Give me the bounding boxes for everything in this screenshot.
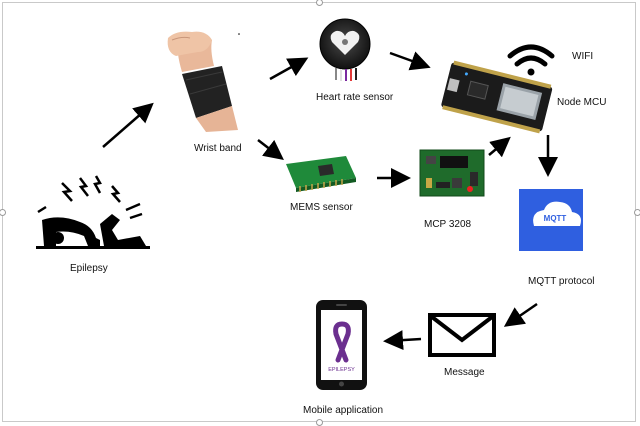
seizure-person-icon: [36, 175, 150, 249]
resize-handle-right[interactable]: [634, 209, 640, 216]
mems-board-photo: [286, 156, 356, 192]
envelope-icon: [428, 313, 496, 357]
smartphone-icon: EPILEPSY: [316, 300, 367, 390]
arrow-heart-sensor-to-nodemcu: [389, 51, 431, 71]
label-mems-sensor: MEMS sensor: [290, 202, 353, 213]
label-mcp3208: MCP 3208: [424, 219, 472, 230]
label-heart-rate-sensor: Heart rate sensor: [316, 92, 394, 103]
arrow-mcp3208-to-nodemcu: [488, 136, 511, 158]
resize-handle-left[interactable]: [0, 209, 6, 216]
awareness-ribbon-icon: [333, 321, 351, 363]
label-message: Message: [444, 367, 485, 378]
label-wrist-band: Wrist band: [194, 143, 242, 154]
nodemcu-board-photo: [441, 60, 553, 134]
label-mobile-application: Mobile application: [303, 405, 384, 416]
mqtt-badge-text: MQTT: [544, 214, 567, 223]
phone-screen-text: EPILEPSY: [328, 367, 355, 373]
mqtt-cloud-icon: MQTT: [519, 189, 583, 251]
label-mqtt-protocol: MQTT protocol: [528, 276, 595, 287]
arrow-message-to-mobile: [383, 330, 422, 351]
arrow-mqtt-to-message: [503, 302, 538, 327]
label-node-mcu: Node MCU: [557, 97, 607, 108]
pulse-sensor-photo: [319, 18, 371, 81]
label-epilepsy: Epilepsy: [70, 263, 108, 274]
arrow-epilepsy-to-wristband: [102, 102, 154, 148]
label-wifi: WIFI: [572, 51, 594, 62]
arrow-wristband-to-heart-sensor: [269, 57, 309, 81]
wifi-icon: [507, 44, 555, 76]
adc-board-photo: [419, 149, 485, 197]
resize-handle-top[interactable]: [316, 0, 323, 6]
arrow-wristband-to-mems: [257, 139, 284, 161]
wrist-band-photo: [167, 31, 240, 132]
